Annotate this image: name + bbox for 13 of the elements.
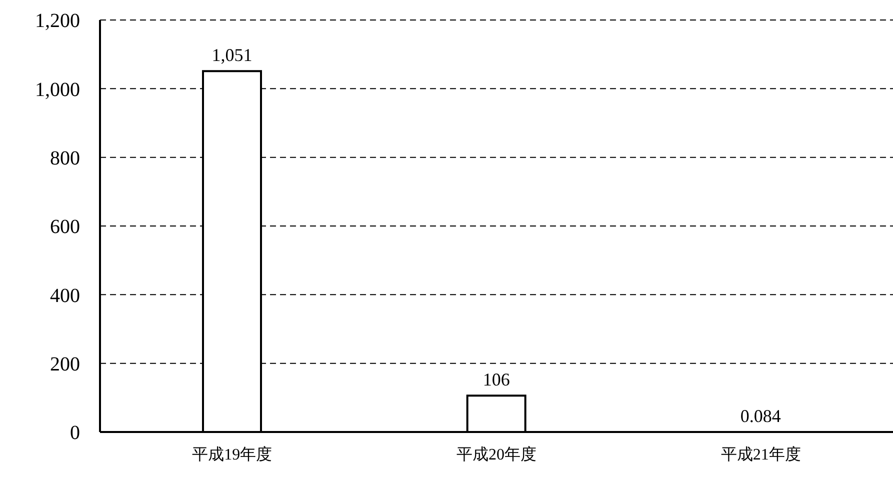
data-label: 0.084 — [740, 406, 781, 426]
y-tick-label: 400 — [50, 284, 80, 307]
y-tick-label: 0 — [70, 422, 80, 444]
data-label: 1,051 — [212, 45, 252, 66]
x-tick-label: 平成20年度 — [456, 445, 536, 464]
y-tick-label: 1,200 — [35, 10, 80, 32]
y-tick-label: 200 — [50, 353, 80, 376]
y-tick-label: 1,000 — [35, 78, 80, 101]
y-tick-label: 600 — [50, 216, 80, 238]
x-tick-label: 平成21年度 — [720, 445, 801, 464]
data-label: 106 — [482, 370, 510, 390]
x-tick-label: 平成19年度 — [192, 445, 272, 464]
y-tick-label: 800 — [50, 147, 80, 170]
